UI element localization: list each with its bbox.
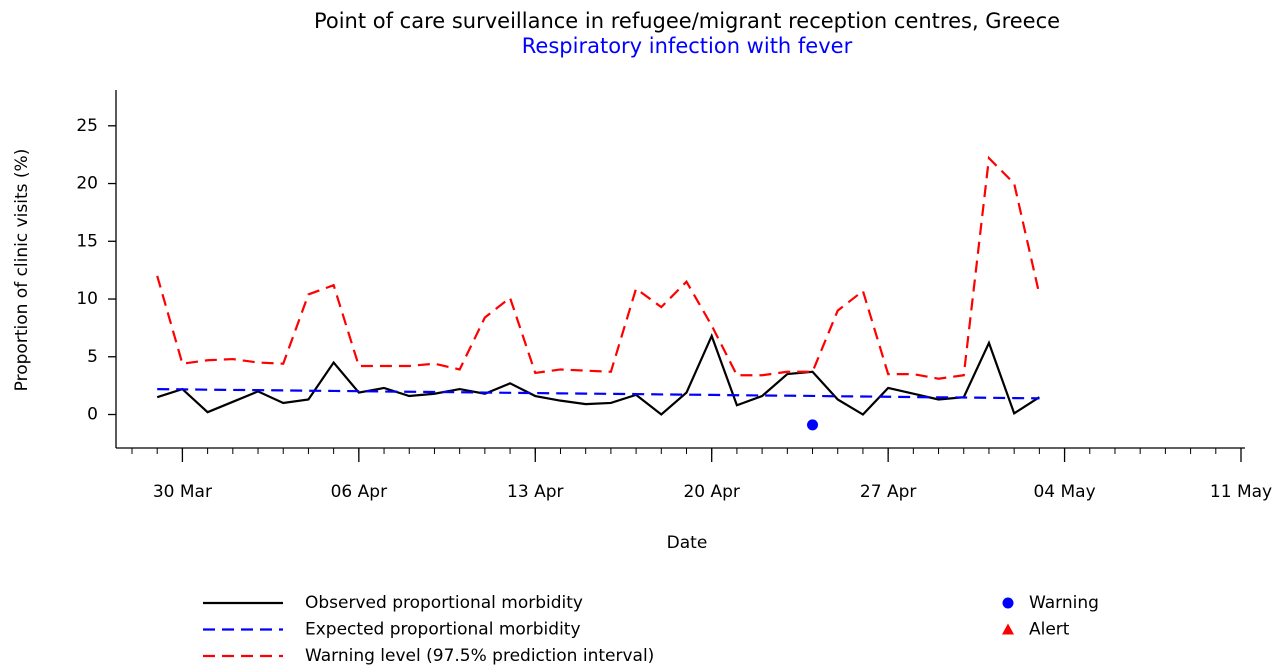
chart-title: Point of care surveillance in refugee/mi… [314, 9, 1060, 33]
series-line [157, 388, 1040, 400]
x-tick-label: 06 Apr [331, 482, 387, 502]
y-tick-label: 25 [76, 116, 98, 136]
chart-subtitle: Respiratory infection with fever [522, 34, 853, 58]
y-axis-label: Proportion of clinic visits (%) [12, 149, 32, 392]
warning-marker [807, 419, 819, 431]
legend-label: Alert [1029, 620, 1070, 640]
y-tick-label: 0 [87, 405, 98, 425]
x-tick-label: 30 Mar [153, 482, 212, 502]
legend-label: Expected proportional morbidity [305, 620, 581, 640]
y-tick-label: 10 [76, 289, 98, 309]
x-tick-label: 20 Apr [683, 482, 739, 502]
x-tick-label: 04 May [1033, 482, 1095, 502]
y-tick-label: 5 [87, 347, 98, 367]
y-tick-label: 15 [76, 231, 98, 251]
x-tick-label: 13 Apr [507, 482, 563, 502]
legend-marker [1002, 597, 1014, 609]
legend-marker [1002, 623, 1014, 635]
series-line [156, 333, 1040, 416]
y-tick-label: 20 [76, 174, 98, 194]
legend-label: Warning [1029, 593, 1099, 613]
series-line [156, 155, 1041, 380]
x-tick-label: 27 Apr [860, 482, 916, 502]
legend-label: Warning level (97.5% prediction interval… [305, 646, 654, 666]
x-axis-label: Date [667, 533, 708, 553]
legend-label: Observed proportional morbidity [305, 593, 583, 613]
x-tick-label: 11 May [1210, 482, 1272, 502]
